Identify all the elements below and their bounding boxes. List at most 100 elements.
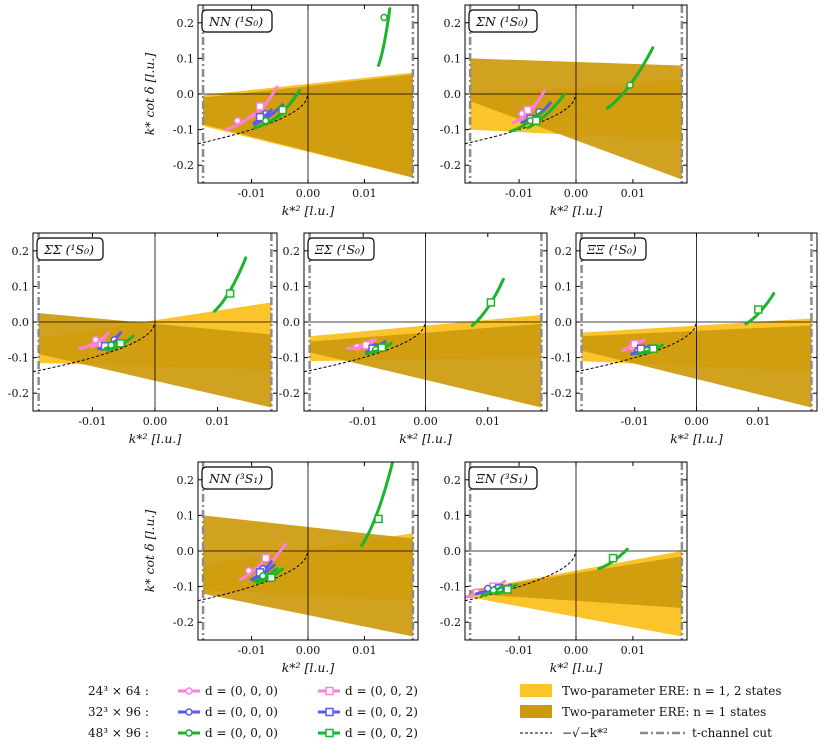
data-marker-square [374,514,383,524]
y-tick-label: 0.1 [177,52,195,65]
x-tick-label: -0.01 [349,415,377,428]
x-tick-label: 0.01 [746,415,771,428]
legend-band-n12-label: Two-parameter ERE: n = 1, 2 states [562,684,782,698]
x-tick-label: 0.00 [143,415,168,428]
data-marker-square [486,298,496,307]
y-tick-label: -0.2 [440,616,461,629]
y-tick-label: 0.0 [283,316,301,329]
legend-d002: d = (0, 0, 2) [345,705,418,719]
legend-row-label: 24³ × 64 : [88,684,149,698]
y-tick-label: 0.2 [444,474,462,487]
plot-area [198,5,418,183]
data-marker-square [503,585,512,594]
x-axis-label: k*² [l.u.] [282,660,335,675]
data-branch [509,110,544,133]
panels: -0.01 0.00 0.01 0.2 0.1 0.0 -0.1 -0.2 k*² [l.u.]… [8,4,818,675]
sqrt-curve [465,93,577,145]
data-marker-circle [380,13,388,22]
sqrt-curve [304,321,426,373]
chart-panel: -0.01 0.00 0.01 0.2 0.1 0.0 -0.1 -0.2 k*² [l.u.]… [440,4,688,218]
x-tick-label: 0.00 [684,415,709,428]
panel-title-box [36,237,104,261]
plot-area [465,5,687,183]
plot-area [465,462,687,640]
legend-d000: d = (0, 0, 0) [205,726,278,740]
data-marker-square [377,343,387,352]
y-tick-label: -0.1 [440,124,461,137]
panel-title: ΣN (¹S₀) [475,14,528,29]
y-tick-label: -0.1 [8,352,29,365]
data-marker-square [278,105,287,115]
data-marker-square [255,112,265,122]
chart-panel: -0.01 0.00 0.01 0.2 0.1 0.0 -0.1 -0.2 k*² [l.u.]… [8,232,278,446]
y-tick-label: 0.2 [177,474,195,487]
data-branch [517,88,547,123]
x-tick-label: 0.01 [352,644,377,657]
panel-title: ΣΣ (¹S₀) [43,242,94,257]
panel-title-box [468,9,538,33]
sqrt-curve [33,321,156,373]
y-tick-label: -0.2 [173,616,194,629]
legend-row-label: 48³ × 96 : [88,726,149,740]
data-branch [252,103,285,126]
data-marker-square [531,116,541,125]
x-tick-label: -0.01 [78,415,106,428]
x-tick-label: -0.01 [621,415,649,428]
data-marker-square [267,573,276,582]
data-marker-circle [245,566,253,575]
y-tick-label: 0.0 [444,545,462,558]
legend-band-n1-label: Two-parameter ERE: n = 1 states [562,705,766,719]
chart-panel: -0.01 0.00 0.01 0.2 0.1 0.0 -0.1 -0.2 k*² [l.u.]… [279,232,548,446]
x-tick-label: -0.01 [505,644,533,657]
legend: 24³ × 64 : 32³ × 96 : 48³ × 96 : d = (0,… [88,684,782,740]
data-marker-square [648,344,658,353]
y-tick-label: 0.1 [177,509,195,522]
y-tick-label: -0.2 [440,159,461,172]
y-tick-label: 0.2 [12,245,30,258]
data-marker-circle [489,586,498,594]
chart-panel: -0.01 0.00 0.01 0.2 0.1 0.0 -0.1 -0.2 k*² [l.u.]… [440,461,688,675]
x-tick-label: -0.01 [505,187,533,200]
y-tick-label: 0.2 [177,17,195,30]
panel-title-box [201,466,273,490]
y-tick-label: -0.2 [8,387,29,400]
data-branch [360,462,395,548]
y-axis-label: k* cot δ [l.u.] [142,53,157,136]
legend-d000: d = (0, 0, 0) [205,684,278,698]
y-tick-label: 0.0 [177,545,195,558]
panel-title-box [201,9,273,33]
sqrt-curve [465,550,577,602]
sqrt-curve [576,321,697,373]
y-tick-label: 0.0 [555,316,573,329]
x-axis-label: k*² [l.u.] [550,203,603,218]
y-tick-label: 0.1 [12,280,30,293]
panel-title-box [579,237,647,261]
data-marker-circle [261,116,270,125]
x-tick-label: 0.00 [296,187,321,200]
data-marker-circle [626,81,634,89]
x-tick-label: 0.00 [413,415,438,428]
x-tick-label: 0.00 [564,187,589,200]
data-marker-square [523,105,532,115]
legend-marker-square [325,686,334,696]
data-branch [377,7,392,67]
plot-area [304,233,547,411]
legend-band-n1-swatch [520,705,552,718]
x-tick-label: -0.01 [237,644,265,657]
plot-area [576,233,817,411]
panel-title-box [468,466,538,490]
legend-marker-circle [185,729,193,737]
legend-marker-square [325,707,334,717]
panel-title: NN (³S₁) [208,471,263,486]
y-tick-label: 0.0 [12,316,30,329]
data-branch [224,112,256,132]
legend-d000: d = (0, 0, 0) [205,705,278,719]
data-marker-square [255,102,265,111]
sqrt-curve [198,93,309,145]
panel-title: NN (¹S₀) [208,14,263,29]
chart-panel: -0.01 0.00 0.01 0.2 0.1 0.0 -0.1 -0.2 k*² [l.u.]… [142,461,419,675]
x-tick-label: 0.01 [352,187,377,200]
data-branch [212,256,248,313]
y-tick-label: -0.1 [551,352,572,365]
y-tick-label: 0.1 [444,509,462,522]
